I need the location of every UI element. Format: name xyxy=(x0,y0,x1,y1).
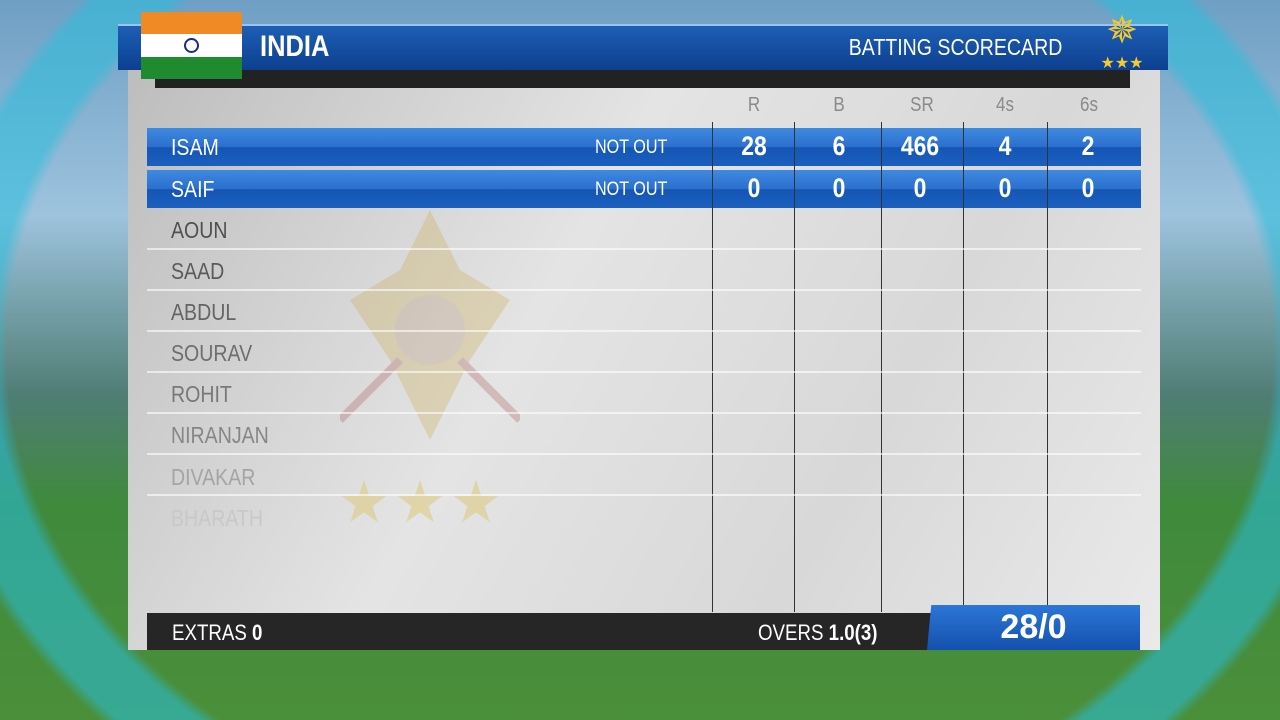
overs-label: OVERS xyxy=(758,620,824,645)
score-box xyxy=(927,605,1140,650)
total-score: 28/0 xyxy=(1000,608,1067,646)
panel-topbar xyxy=(155,70,1130,88)
batter-row xyxy=(147,170,1141,208)
divider xyxy=(1047,122,1048,612)
divider xyxy=(794,122,795,612)
stat-sr: 0 xyxy=(913,173,927,203)
stat-runs: 0 xyxy=(747,173,761,203)
extras: EXTRAS 0 xyxy=(172,620,262,646)
footer-bar xyxy=(147,613,937,650)
col-header-sr: SR xyxy=(910,94,934,116)
batter-name: SOURAV xyxy=(171,340,253,366)
row-separator xyxy=(147,371,1141,373)
row-separator xyxy=(147,494,1141,496)
stat-4s: 0 xyxy=(998,173,1012,203)
scorecard-panel xyxy=(128,70,1160,650)
row-separator xyxy=(147,412,1141,414)
row-separator xyxy=(147,248,1141,250)
col-header-6s: 6s xyxy=(1080,94,1098,116)
extras-value: 0 xyxy=(252,620,263,645)
row-separator xyxy=(147,330,1141,332)
batter-row xyxy=(147,128,1141,166)
batter-name: BHARATH xyxy=(171,505,263,531)
batter-name: NIRANJAN xyxy=(171,422,269,448)
batter-name: SAAD xyxy=(171,258,225,284)
trophy-emblem-icon: ✵ ★★★ xyxy=(1100,10,1144,72)
batter-status: NOT OUT xyxy=(595,179,668,200)
batter-name: SAIF xyxy=(171,176,215,202)
watermark-stars-icon: ★★★ xyxy=(338,470,506,535)
divider xyxy=(712,122,713,612)
extras-label: EXTRAS xyxy=(172,620,247,645)
col-header-r: R xyxy=(747,94,761,116)
batter-name: DIVAKAR xyxy=(171,464,256,490)
stat-sr: 466 xyxy=(900,131,940,161)
watermark-emblem-icon xyxy=(340,210,520,440)
row-separator xyxy=(147,289,1141,291)
batter-name: ROHIT xyxy=(171,381,232,407)
stat-6s: 2 xyxy=(1081,131,1095,161)
batter-name: AOUN xyxy=(171,217,228,243)
header-bar xyxy=(118,24,1168,70)
col-header-b: B xyxy=(833,94,845,116)
batter-name: ABDUL xyxy=(171,299,237,325)
india-flag-icon xyxy=(141,12,242,79)
overs: OVERS 1.0(3) xyxy=(758,620,878,646)
scorecard-title: BATTING SCORECARD xyxy=(848,34,1062,60)
batter-name: ISAM xyxy=(171,134,219,160)
batter-status: NOT OUT xyxy=(595,137,668,158)
overs-value: 1.0(3) xyxy=(828,620,878,645)
stat-4s: 4 xyxy=(998,131,1012,161)
row-separator xyxy=(147,453,1141,455)
stat-6s: 0 xyxy=(1081,173,1095,203)
stat-balls: 6 xyxy=(832,131,846,161)
stat-runs: 28 xyxy=(741,131,767,161)
divider xyxy=(881,122,882,612)
divider xyxy=(963,122,964,612)
col-header-4s: 4s xyxy=(996,94,1014,116)
team-name: INDIA xyxy=(260,30,330,63)
stat-balls: 0 xyxy=(832,173,846,203)
